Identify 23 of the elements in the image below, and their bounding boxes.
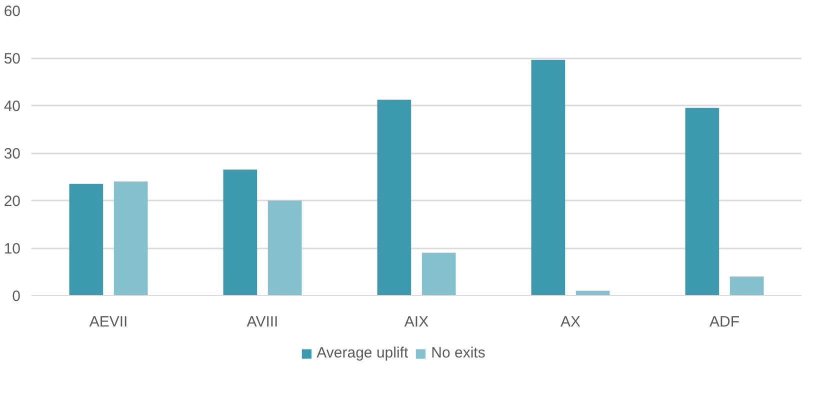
x-tick-label: AX: [560, 314, 581, 330]
bar: [730, 276, 764, 296]
bar: [114, 182, 148, 296]
x-tick-label: ADF: [710, 314, 740, 330]
x-tick-label: AEVII: [89, 314, 128, 330]
y-tick-label: 40: [4, 98, 21, 115]
bar: [268, 200, 302, 296]
y-tick-label: 30: [4, 146, 21, 162]
y-tick-label: 20: [4, 193, 21, 210]
y-tick-label: 0: [12, 288, 20, 305]
bar: [422, 252, 456, 296]
x-tick-label: AIX: [404, 314, 429, 330]
y-tick-label: 10: [4, 240, 21, 258]
bar: [377, 100, 412, 296]
legend-label: No exits: [431, 344, 486, 362]
bar: [531, 60, 566, 296]
bar: [69, 184, 104, 296]
x-tick-label: AVIII: [246, 314, 278, 330]
y-tick-label: 50: [4, 50, 21, 68]
bar: [223, 170, 258, 296]
bar: [685, 108, 720, 296]
y-tick-label: 60: [4, 3, 21, 20]
legend-label: Average uplift: [316, 344, 408, 362]
